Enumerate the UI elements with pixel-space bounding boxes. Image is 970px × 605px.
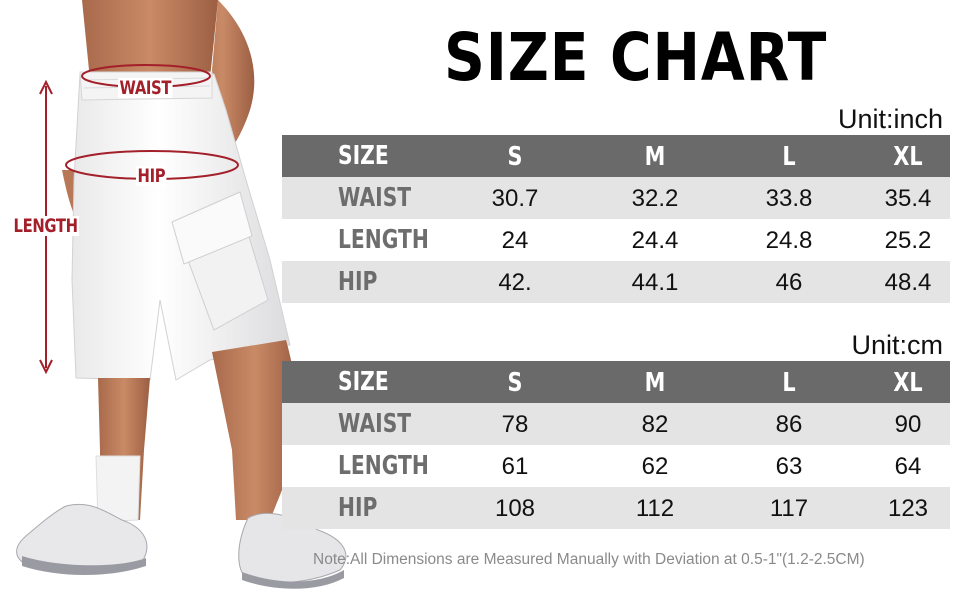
unit-cm-label: Unit:cm	[851, 330, 943, 360]
table-cell: 46	[775, 269, 803, 296]
table-row-length: LENGTH 24 24.4 24.8 25.2	[282, 219, 950, 261]
measurement-note: Note:All Dimensions are Measured Manuall…	[313, 551, 865, 568]
table-cell: 35.4	[884, 185, 932, 212]
row-label: WAIST	[338, 183, 412, 213]
header-size: SIZE	[338, 367, 389, 397]
table-cell: 108	[494, 495, 536, 522]
table-cell: 61	[501, 453, 529, 480]
header-m: M	[644, 368, 666, 398]
cm-size-table: SIZE S M L XL WAIST 78 82 86 90 LENGTH 6…	[282, 361, 950, 529]
model-shorts-image	[16, 0, 347, 589]
table-cell: 82	[641, 411, 669, 438]
table-cell: 24	[501, 227, 529, 254]
model-illustration: WAIST HIP LENGTH	[0, 0, 370, 600]
table-cell: 64	[894, 453, 922, 480]
table-cell: 117	[769, 495, 809, 522]
row-label: LENGTH	[338, 451, 429, 481]
inch-size-table: SIZE S M L XL WAIST 30.7 32.2 33.8 35.4 …	[282, 135, 950, 303]
table-cell: 48.4	[884, 269, 932, 296]
table-cell: 25.2	[884, 227, 932, 254]
length-measure-label: LENGTH	[12, 215, 80, 237]
table-row-hip: HIP 108 112 117 123	[282, 487, 950, 529]
row-label: WAIST	[338, 409, 412, 439]
table-header-row: SIZE S M L XL	[282, 135, 950, 177]
row-label: HIP	[338, 267, 378, 297]
header-xl: XL	[893, 368, 923, 398]
waist-measure-label: WAIST	[118, 77, 173, 99]
table-row-waist: WAIST 30.7 32.2 33.8 35.4	[282, 177, 950, 219]
header-l: L	[782, 368, 796, 398]
table-cell: 42.	[498, 269, 532, 296]
table-cell: 90	[894, 411, 922, 438]
table-cell: 78	[501, 411, 529, 438]
table-row-length: LENGTH 61 62 63 64	[282, 445, 950, 487]
hip-measure-label: HIP	[136, 165, 167, 187]
table-cell: 24.4	[631, 227, 679, 254]
header-size: SIZE	[338, 141, 389, 171]
table-cell: 24.8	[765, 227, 813, 254]
row-label: HIP	[338, 493, 378, 523]
table-cell: 62	[641, 453, 669, 480]
header-l: L	[782, 142, 796, 172]
row-label: LENGTH	[338, 225, 429, 255]
table-cell: 33.8	[765, 185, 813, 212]
table-cell: 86	[775, 411, 803, 438]
page-title: SIZE CHART	[444, 19, 828, 96]
unit-inch-label: Unit:inch	[837, 104, 943, 134]
table-cell: 30.7	[491, 185, 539, 212]
table-cell: 112	[635, 495, 675, 522]
header-s: S	[507, 142, 523, 172]
table-header-row: SIZE S M L XL	[282, 361, 950, 403]
table-cell: 123	[887, 495, 929, 522]
table-row-waist: WAIST 78 82 86 90	[282, 403, 950, 445]
table-row-hip: HIP 42. 44.1 46 48.4	[282, 261, 950, 303]
header-xl: XL	[893, 142, 923, 172]
table-cell: 44.1	[631, 269, 679, 296]
header-m: M	[644, 142, 666, 172]
table-cell: 63	[775, 453, 803, 480]
table-cell: 32.2	[631, 185, 679, 212]
header-s: S	[507, 368, 523, 398]
